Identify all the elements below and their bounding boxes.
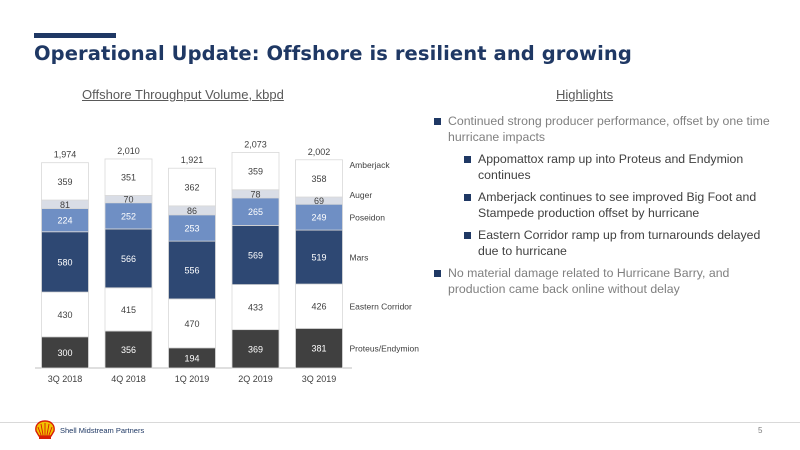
segment-value-label: 433	[248, 303, 263, 313]
highlight-item: Continued strong producer performance, o…	[434, 113, 774, 145]
bar-segment	[41, 291, 89, 338]
segment-value-label: 252	[121, 211, 136, 221]
legend-label: Proteus/Endymion	[350, 344, 420, 354]
bar-segment	[104, 228, 153, 289]
bar-segment	[231, 225, 280, 285]
segment-value-label: 566	[121, 254, 136, 264]
bar-segment	[168, 214, 216, 242]
total-value-label: 1,974	[54, 150, 77, 160]
category-tick-label: 2Q 2019	[238, 374, 273, 384]
bar-segment	[168, 240, 216, 300]
segment-value-label: 224	[57, 216, 72, 226]
segment-value-label: 300	[57, 348, 72, 358]
throughput-stacked-bar-chart: 300 430 580 224 81 359 1,974 3Q 2018 356 415 566 25…	[35, 139, 420, 384]
legend-label: Amberjack	[350, 160, 391, 170]
segment-value-label: 369	[248, 344, 263, 354]
bar-segment	[104, 158, 153, 196]
total-value-label: 2,002	[308, 147, 331, 157]
highlight-text: Amberjack continues to see improved Big …	[478, 190, 757, 220]
bar-segment	[231, 152, 280, 191]
segment-value-label: 194	[184, 353, 199, 363]
footer-divider	[0, 422, 800, 423]
segment-value-label: 86	[187, 206, 197, 216]
highlight-item: Eastern Corridor ramp up from turnaround…	[434, 227, 774, 259]
segment-value-label: 351	[121, 173, 136, 183]
segment-value-label: 249	[311, 213, 326, 223]
square-bullet-icon	[434, 118, 441, 125]
highlight-item: Amberjack continues to see improved Big …	[434, 189, 774, 221]
segment-value-label: 81	[60, 200, 70, 210]
highlight-text: No material damage related to Hurricane …	[448, 266, 730, 296]
total-value-label: 2,010	[117, 146, 140, 156]
segment-value-label: 362	[184, 183, 199, 193]
segment-value-label: 253	[184, 223, 199, 233]
page-number: 5	[758, 426, 763, 435]
category-tick-label: 1Q 2019	[175, 374, 210, 384]
chart-title: Offshore Throughput Volume, kbpd	[82, 87, 284, 102]
legend-label: Poseidon	[350, 213, 386, 223]
legend-label: Auger	[350, 190, 373, 200]
segment-value-label: 359	[57, 177, 72, 187]
total-value-label: 1,921	[181, 155, 204, 165]
segment-value-label: 265	[248, 207, 263, 217]
segment-value-label: 70	[123, 195, 133, 205]
segment-value-label: 78	[250, 189, 260, 199]
segment-value-label: 359	[248, 167, 263, 177]
segment-value-label: 358	[311, 174, 326, 184]
bar-segment	[295, 327, 343, 369]
page-title: Operational Update: Offshore is resilien…	[34, 42, 632, 65]
bar-segment	[295, 159, 343, 198]
category-tick-label: 4Q 2018	[111, 374, 146, 384]
category-tick-label: 3Q 2018	[48, 374, 83, 384]
segment-value-label: 415	[121, 305, 136, 315]
square-bullet-icon	[464, 156, 471, 163]
shell-logo-icon	[35, 420, 55, 439]
bar-segment	[231, 284, 280, 331]
segment-value-label: 556	[184, 266, 199, 276]
highlight-item: No material damage related to Hurricane …	[434, 265, 774, 297]
bar-segment	[41, 162, 89, 201]
highlight-text: Eastern Corridor ramp up from turnaround…	[478, 228, 761, 258]
category-tick-label: 3Q 2019	[302, 374, 337, 384]
bar-segment	[231, 329, 280, 369]
highlight-text: Appomattox ramp up into Proteus and Endy…	[478, 152, 744, 182]
highlight-item: Appomattox ramp up into Proteus and Endy…	[434, 151, 774, 183]
segment-value-label: 519	[311, 253, 326, 263]
bar-segment	[41, 336, 89, 369]
segment-value-label: 381	[311, 344, 326, 354]
bar-segment	[104, 330, 153, 369]
square-bullet-icon	[464, 194, 471, 201]
title-accent-bar	[34, 33, 116, 38]
bar-segment	[295, 283, 343, 329]
legend-label: Eastern Corridor	[350, 302, 413, 312]
highlights-list: Continued strong producer performance, o…	[434, 113, 774, 303]
segment-value-label: 580	[57, 257, 72, 267]
segment-value-label: 430	[57, 310, 72, 320]
bar-segment	[168, 298, 216, 349]
bar-segment	[295, 229, 343, 285]
bar-segment	[168, 167, 216, 207]
legend-label: Mars	[350, 253, 369, 263]
segment-value-label: 356	[121, 345, 136, 355]
square-bullet-icon	[434, 270, 441, 277]
bar-segment	[104, 287, 153, 332]
segment-value-label: 69	[314, 196, 324, 206]
highlights-heading: Highlights	[556, 87, 614, 102]
segment-value-label: 569	[248, 251, 263, 261]
square-bullet-icon	[464, 232, 471, 239]
highlight-text: Continued strong producer performance, o…	[448, 114, 770, 144]
segment-value-label: 470	[184, 319, 199, 329]
company-name: Shell Midstream Partners	[60, 426, 145, 435]
bar-segment	[104, 202, 153, 230]
total-value-label: 2,073	[244, 139, 267, 149]
segment-value-label: 426	[311, 302, 326, 312]
bar-segment	[231, 197, 280, 226]
